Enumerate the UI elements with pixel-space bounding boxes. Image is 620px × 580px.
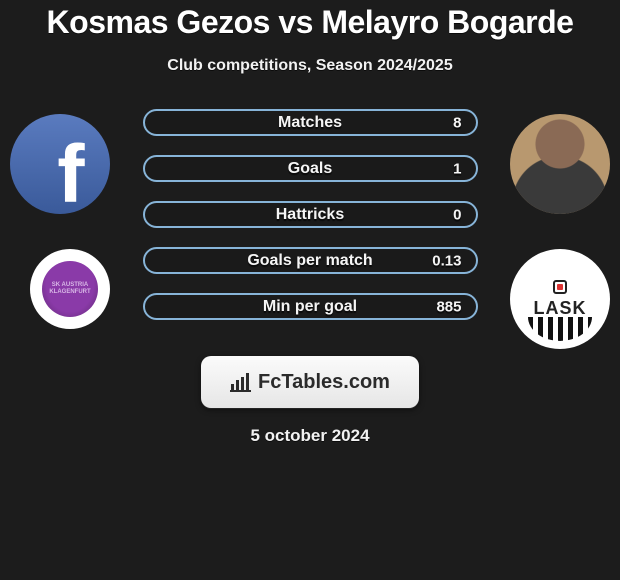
- stat-label: Goals per match: [145, 252, 476, 270]
- stat-label: Min per goal: [145, 298, 476, 316]
- stat-value: 885: [436, 298, 461, 315]
- content-area: SK AUSTRIA KLAGENFURT LASK Matches 8 Goa…: [0, 109, 620, 446]
- stat-label: Matches: [145, 114, 476, 132]
- club-badge-right-text: LASK: [534, 298, 587, 319]
- player-right-photo: [510, 114, 610, 214]
- stat-value: 1: [453, 160, 461, 177]
- page-title: Kosmas Gezos vs Melayro Bogarde: [0, 4, 620, 41]
- lask-stripes-icon: [528, 317, 592, 341]
- stat-value: 0.13: [432, 252, 461, 269]
- stat-label: Hattricks: [145, 206, 476, 224]
- stat-row: Hattricks 0: [143, 201, 478, 228]
- stat-row: Goals 1: [143, 155, 478, 182]
- brand-card[interactable]: FcTables.com: [201, 356, 419, 408]
- stat-row: Matches 8: [143, 109, 478, 136]
- stat-row: Goals per match 0.13: [143, 247, 478, 274]
- player-left-avatar: [10, 114, 110, 214]
- club-badge-left-inner: SK AUSTRIA KLAGENFURT: [42, 261, 98, 317]
- brand-text: FcTables.com: [258, 371, 390, 394]
- player-right-avatar: [510, 114, 610, 214]
- page-subtitle: Club competitions, Season 2024/2025: [0, 57, 620, 75]
- club-badge-right: LASK: [510, 249, 610, 349]
- club-badge-left: SK AUSTRIA KLAGENFURT: [30, 249, 110, 329]
- footer-date: 5 october 2024: [0, 426, 620, 446]
- facebook-icon: [10, 114, 110, 214]
- club-badge-right-inner: LASK: [510, 249, 610, 349]
- stat-value: 0: [453, 206, 461, 223]
- stat-label: Goals: [145, 160, 476, 178]
- stats-list: Matches 8 Goals 1 Hattricks 0 Goals per …: [143, 109, 478, 320]
- bar-chart-icon: [230, 372, 252, 392]
- stat-row: Min per goal 885: [143, 293, 478, 320]
- header: Kosmas Gezos vs Melayro Bogarde Club com…: [0, 0, 620, 75]
- stat-value: 8: [453, 114, 461, 131]
- lask-crest-icon: [553, 280, 567, 294]
